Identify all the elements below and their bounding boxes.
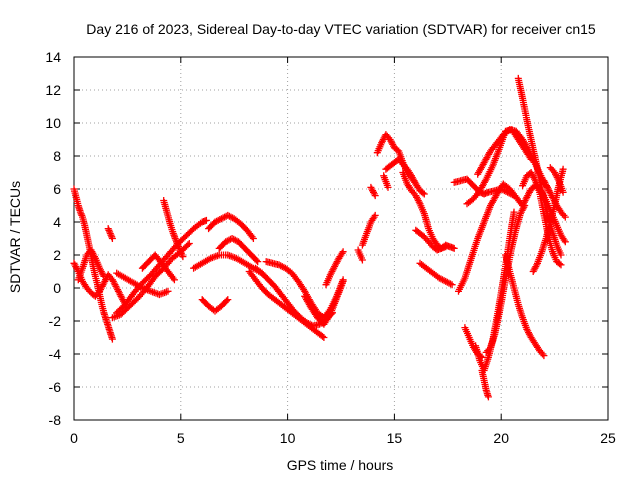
y-tick-label: 6 <box>53 181 61 197</box>
series-s40 <box>519 169 565 269</box>
data-point-marks <box>322 248 347 289</box>
y-tick-label: 10 <box>45 115 61 131</box>
data-point-marks <box>412 226 458 254</box>
data-point-marks <box>215 235 262 266</box>
data-point-marks <box>205 211 257 242</box>
data-point-marks <box>358 211 379 249</box>
plot-frame <box>73 56 609 421</box>
series-s10 <box>205 211 257 242</box>
y-tick-label: 2 <box>53 247 61 263</box>
series-s36 <box>502 251 548 360</box>
data-point-marks <box>301 277 347 328</box>
data-point-marks <box>138 251 178 284</box>
data-point-marks <box>482 202 529 356</box>
y-tick-label: -6 <box>49 379 62 395</box>
ticks: 0 5 10 15 20 25 -8 -6 -4 -2 0 2 4 6 8 10 12 14 <box>45 49 616 446</box>
series-s17 <box>301 277 347 328</box>
data-point-marks <box>382 155 428 198</box>
series-s8 <box>138 251 178 284</box>
y-tick-label: -2 <box>49 313 62 329</box>
y-tick-label: 14 <box>45 49 61 65</box>
data-point-marks <box>455 180 527 295</box>
y-tick-label: 4 <box>53 214 61 230</box>
x-tick-label: 0 <box>70 430 78 446</box>
series-s9 <box>160 197 187 261</box>
x-tick-label: 5 <box>177 430 185 446</box>
series-s22 <box>382 155 428 198</box>
series-s26 <box>412 226 458 254</box>
data-point-marks <box>198 296 232 315</box>
series-s35 <box>482 202 529 356</box>
series-s42 <box>546 164 567 196</box>
data-point-marks <box>160 197 187 261</box>
series-s18 <box>322 248 347 289</box>
series-s3 <box>74 246 108 284</box>
series-s41 <box>540 177 569 221</box>
series-s23 <box>380 172 392 191</box>
y-axis-label: SDTVAR / TECUs <box>7 181 23 293</box>
data-point-marks <box>380 172 392 191</box>
series-s4 <box>104 225 116 242</box>
y-tick-label: -4 <box>49 346 62 362</box>
data-point-marks <box>519 169 565 269</box>
data-series <box>70 74 569 401</box>
series-s31 <box>478 367 492 401</box>
chart-title: Day 216 of 2023, Sidereal Day-to-day VTE… <box>86 21 596 37</box>
data-point-marks <box>113 269 172 299</box>
series-s13 <box>198 296 232 315</box>
series-s11 <box>215 235 262 266</box>
series-s7 <box>113 269 172 299</box>
x-axis-label: GPS time / hours <box>287 457 394 473</box>
series-s20 <box>358 211 379 249</box>
series-s19 <box>354 246 366 264</box>
x-tick-label: 20 <box>493 430 509 446</box>
data-point-marks <box>367 183 379 200</box>
x-tick-label: 10 <box>280 430 296 446</box>
data-point-marks <box>540 177 569 221</box>
x-tick-label: 25 <box>600 430 616 446</box>
y-tick-label: -8 <box>49 412 62 428</box>
data-point-marks <box>74 246 108 284</box>
data-point-marks <box>354 246 366 264</box>
data-point-marks <box>546 164 567 196</box>
x-tick-label: 15 <box>387 430 403 446</box>
series-s24 <box>367 183 379 200</box>
y-tick-label: 12 <box>45 82 61 98</box>
data-point-marks <box>104 225 116 242</box>
grid <box>74 57 608 420</box>
data-point-marks <box>502 251 548 360</box>
series-s27 <box>416 259 456 289</box>
series-s32 <box>455 180 527 295</box>
data-point-marks <box>478 367 492 401</box>
y-tick-label: 8 <box>53 148 61 164</box>
data-point-marks <box>416 259 456 289</box>
y-tick-label: 0 <box>53 280 61 296</box>
